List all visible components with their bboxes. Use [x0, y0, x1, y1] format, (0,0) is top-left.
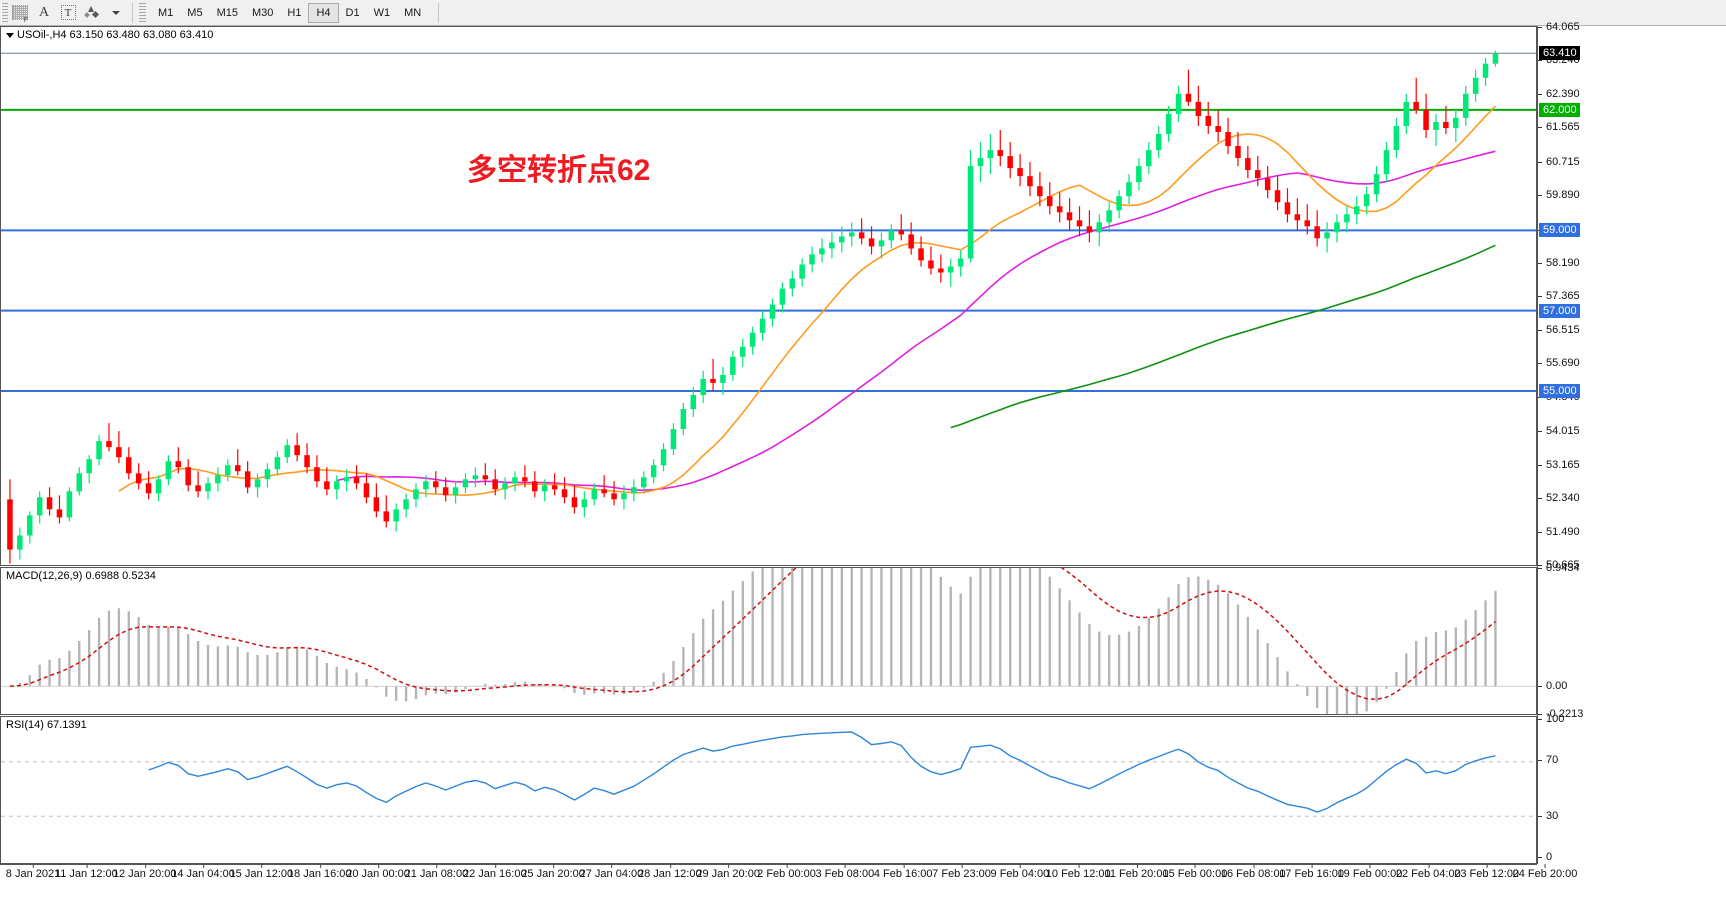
price-tick: 52.340 [1537, 492, 1580, 504]
price-tick: 64.065 [1537, 21, 1580, 33]
time-label: 4 Feb 16:00 [873, 864, 933, 880]
current-price-tag[interactable]: 63.410 [1539, 46, 1580, 61]
time-label: 15 Feb 00:00 [1162, 864, 1228, 880]
price-tick: 56.515 [1537, 324, 1580, 336]
level-tag-59.000[interactable]: 59.000 [1539, 223, 1580, 238]
time-label: 22 Jan 16:00 [462, 864, 527, 880]
timeframe-grip[interactable] [139, 2, 146, 23]
price-tick: 61.565 [1537, 121, 1580, 133]
objects-icon[interactable] [80, 2, 104, 24]
timeframe-w1[interactable]: W1 [373, 6, 391, 19]
rsi-tick: 70 [1537, 754, 1558, 766]
rsi-chart-svg [1, 731, 1536, 817]
timeframe-h4[interactable]: H4 [308, 2, 339, 23]
price-tick: 62.390 [1537, 88, 1580, 100]
level-tag-57.000[interactable]: 57.000 [1539, 303, 1580, 318]
level-tag-62.000[interactable]: 62.000 [1539, 102, 1580, 117]
price-tick: 54.015 [1537, 425, 1580, 437]
time-label: 21 Jan 08:00 [404, 864, 469, 880]
rsi-tick: 0 [1537, 851, 1552, 863]
timeframe-m15[interactable]: M15 [216, 6, 238, 19]
price-tick: 59.890 [1537, 189, 1580, 201]
price-tick: 53.165 [1537, 459, 1580, 471]
time-label: 11 Jan 12:00 [54, 864, 118, 880]
timeframe-m5[interactable]: M5 [187, 6, 203, 19]
time-label: 28 Jan 12:00 [637, 864, 702, 880]
time-label: 19 Feb 00:00 [1337, 864, 1403, 880]
crosshair-icon[interactable] [8, 2, 32, 24]
main-toolbar: A T M1 M5 M15 M30 H1 H4 D1 W1 MN [0, 0, 1726, 26]
timeframe-group: M1 M5 M15 M30 H1 H4 D1 W1 MN [151, 2, 428, 23]
time-label: 15 Jan 12:00 [229, 864, 294, 880]
rsi-header: RSI(14) 67.1391 [6, 719, 87, 731]
price-tick: 50.665 [1537, 559, 1580, 571]
time-label: 11 Feb 20:00 [1104, 864, 1169, 880]
timeframe-m30[interactable]: M30 [251, 6, 274, 19]
rsi-tick: 100 [1537, 713, 1564, 725]
time-label: 24 Feb 20:00 [1512, 864, 1578, 880]
time-label: 12 Jan 20:00 [112, 864, 177, 880]
macd-pane[interactable]: MACD(12,26,9) 0.6988 0.5234 [0, 567, 1537, 715]
time-label: 27 Jan 04:00 [579, 864, 644, 880]
rsi-tick: 30 [1537, 810, 1558, 822]
time-label: 16 Feb 08:00 [1220, 864, 1286, 880]
time-label: 22 Feb 04:00 [1395, 864, 1461, 880]
collapse-icon[interactable] [6, 32, 14, 38]
price-tick: 51.490 [1537, 526, 1580, 538]
chart-annotation: 多空转折点62 [467, 154, 651, 187]
time-label: 3 Feb 08:00 [815, 864, 875, 880]
macd-header: MACD(12,26,9) 0.6988 0.5234 [6, 570, 156, 582]
time-label: 10 Feb 12:00 [1045, 864, 1111, 880]
price-tick: 60.715 [1537, 156, 1580, 168]
text-box-icon[interactable]: T [56, 2, 80, 24]
time-label: 7 Feb 23:00 [932, 864, 991, 880]
chevron-down-icon[interactable] [104, 2, 128, 24]
time-label: 18 Jan 16:00 [287, 864, 352, 880]
chart-area: USOil-,H4 63.150 63.480 63.080 63.410 多空… [0, 21, 1726, 900]
time-label: 2 Feb 00:00 [757, 864, 816, 880]
symbol-ohlc-text: USOil-,H4 63.150 63.480 63.080 63.410 [17, 29, 214, 41]
level-tag-55.000[interactable]: 55.000 [1539, 383, 1580, 398]
time-label: 9 Feb 04:00 [990, 864, 1050, 880]
scale-axis-line [1537, 26, 1538, 864]
macd-tick: 0.9434 [1537, 562, 1580, 574]
toolbar-grip[interactable] [1, 2, 8, 23]
price-tick: 58.190 [1537, 257, 1580, 269]
price-tick: 55.690 [1537, 357, 1580, 369]
timeframe-mn[interactable]: MN [404, 6, 422, 19]
symbol-header[interactable]: USOil-,H4 63.150 63.480 63.080 63.410 [6, 29, 213, 41]
toolbar-divider-2 [438, 2, 440, 23]
time-axis[interactable]: 8 Jan 2021 11 Jan 12:00 12 Jan 20:00 14 Jan… [0, 864, 1577, 900]
time-label: 14 Jan 04:00 [171, 864, 235, 880]
price-scale[interactable]: 64.06563.24062.39061.56560.71559.89059.0… [1537, 21, 1726, 864]
time-label: 20 Jan 00:00 [346, 864, 410, 880]
timeframe-m1[interactable]: M1 [158, 6, 174, 19]
timeframe-d1[interactable]: D1 [345, 6, 360, 19]
toolbar-divider [132, 2, 133, 23]
time-label: 25 Jan 20:00 [521, 864, 585, 880]
macd-tick: 0.00 [1537, 680, 1567, 692]
price-chart-svg [1, 50, 1536, 564]
macd-chart-svg [1, 568, 1536, 714]
time-label: 17 Feb 16:00 [1279, 864, 1345, 880]
time-label: 8 Jan 2021 [5, 864, 61, 880]
price-tick: 57.365 [1537, 290, 1580, 302]
price-pane[interactable]: USOil-,H4 63.150 63.480 63.080 63.410 多空… [0, 26, 1537, 566]
time-label: 29 Jan 20:00 [696, 864, 760, 880]
macd-tick: -0.2213 [1537, 708, 1583, 720]
time-label: 23 Feb 12:00 [1454, 864, 1520, 880]
text-label-icon[interactable]: A [38, 4, 50, 20]
timeframe-h1[interactable]: H1 [287, 6, 302, 19]
rsi-pane[interactable]: RSI(14) 67.1391 [0, 716, 1537, 864]
